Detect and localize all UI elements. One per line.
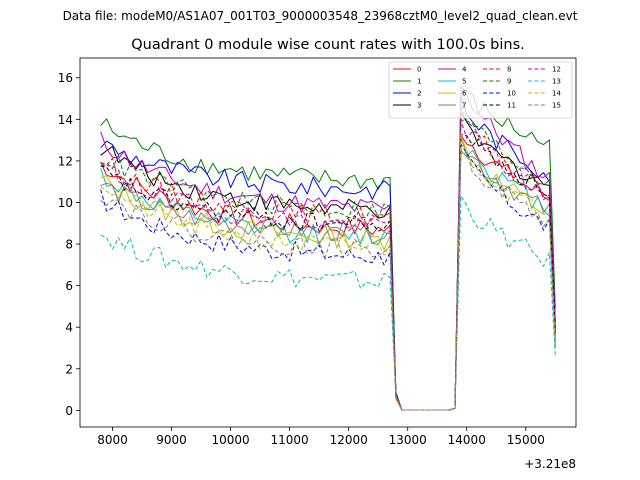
legend-label-9: 9 [507, 78, 511, 86]
legend-frame [388, 61, 573, 119]
series-line-13 [100, 195, 556, 411]
x-axis: 8000 9000 10000 11000 12000 13000 14000 15000 [97, 427, 545, 447]
legend-label-7: 7 [462, 102, 466, 110]
x-tick-label: 14000 [448, 433, 486, 447]
legend-label-12: 12 [552, 66, 561, 74]
chart-title: Quadrant 0 module wise count rates with … [131, 37, 525, 53]
legend-label-15: 15 [552, 102, 561, 110]
legend-label-0: 0 [417, 66, 421, 74]
legend-label-11: 11 [507, 102, 516, 110]
series-line-11 [100, 133, 556, 411]
series-line-6 [100, 136, 556, 411]
x-tick-label: 12000 [330, 433, 368, 447]
x-offset-label: +3.21e8 [524, 457, 576, 471]
y-tick-label: 2 [65, 362, 73, 376]
x-tick-label: 11000 [271, 433, 309, 447]
legend-label-10: 10 [507, 90, 516, 98]
legend-label-3: 3 [417, 102, 421, 110]
y-tick-label: 16 [58, 71, 73, 85]
series-line-0 [100, 134, 556, 411]
x-tick-label: 15000 [507, 433, 545, 447]
series-line-7 [100, 149, 556, 411]
legend-label-8: 8 [507, 66, 511, 74]
legend-label-6: 6 [462, 90, 467, 98]
x-tick-label: 9000 [156, 433, 187, 447]
x-tick-label: 10000 [211, 433, 249, 447]
series-line-9 [100, 105, 556, 411]
series-line-14 [100, 131, 556, 411]
legend-label-14: 14 [552, 90, 561, 98]
series-line-12 [100, 120, 556, 411]
series-line-15 [100, 151, 556, 411]
legend-label-5: 5 [462, 78, 466, 86]
y-tick-label: 4 [65, 321, 73, 335]
series-line-2 [100, 96, 556, 411]
y-tick-label: 8 [65, 238, 73, 252]
y-tick-label: 14 [58, 113, 73, 127]
y-axis: 0 2 4 6 8 10 12 14 16 [58, 71, 80, 418]
y-tick-label: 6 [65, 279, 73, 293]
legend-label-2: 2 [417, 90, 421, 98]
y-tick-label: 10 [58, 196, 73, 210]
y-tick-label: 12 [58, 154, 73, 168]
series-line-10 [100, 143, 556, 411]
series-layer [100, 85, 556, 411]
chart-suptitle: Data file: modeM0/AS1A07_001T03_90000035… [63, 9, 578, 23]
legend-label-13: 13 [552, 78, 561, 86]
x-tick-label: 13000 [389, 433, 427, 447]
legend-label-1: 1 [417, 78, 421, 86]
plot-frame [79, 57, 577, 428]
y-tick-label: 0 [65, 404, 73, 418]
legend-label-4: 4 [462, 66, 467, 74]
x-tick-label: 8000 [97, 433, 128, 447]
